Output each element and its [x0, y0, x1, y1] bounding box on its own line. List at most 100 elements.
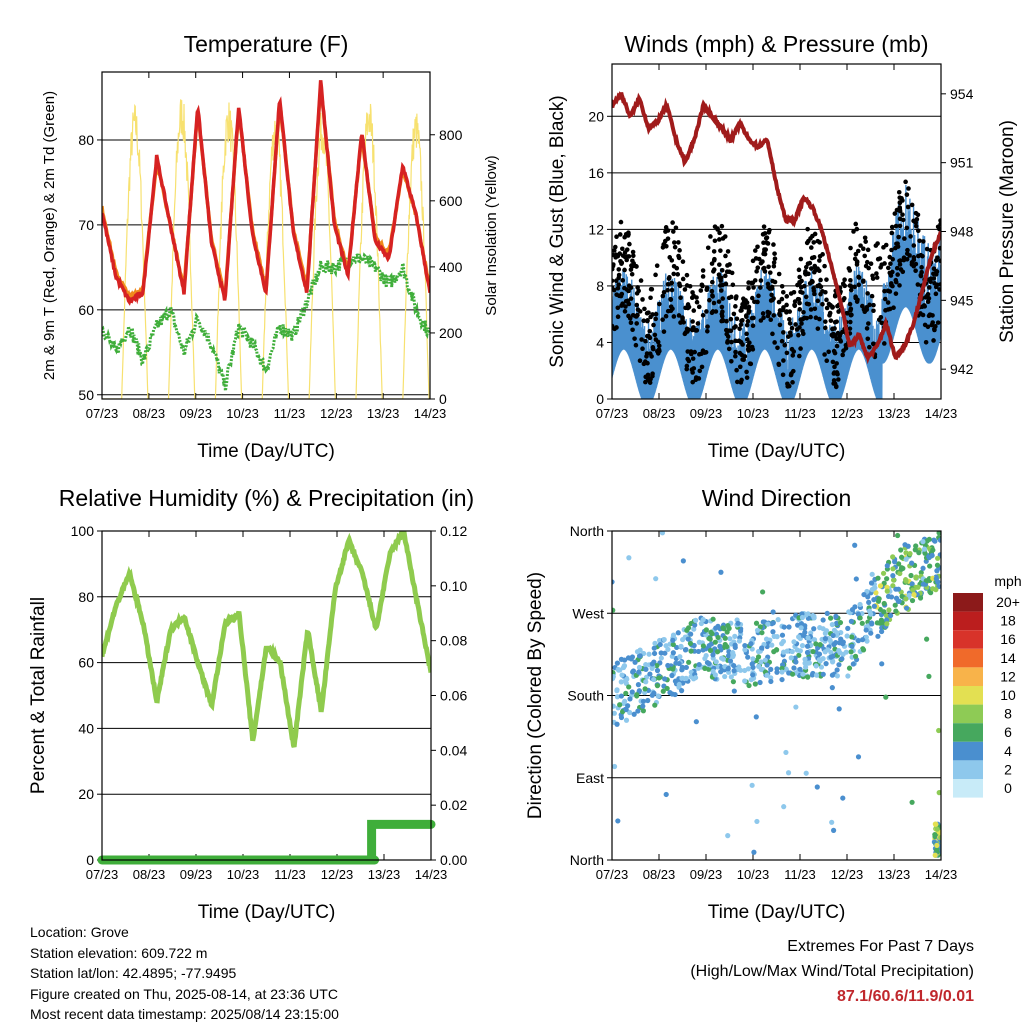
- gust-point: [842, 283, 848, 289]
- legend-label: 10: [1000, 687, 1016, 703]
- gust-point: [925, 291, 931, 297]
- gust-point: [815, 326, 821, 331]
- gust-point: [798, 256, 804, 262]
- direction-point: [838, 636, 844, 642]
- gust-point: [822, 325, 828, 331]
- gust-point: [915, 282, 921, 287]
- gust-point: [629, 271, 635, 277]
- gust-point: [852, 284, 857, 290]
- direction-point: [805, 674, 811, 680]
- direction-point: [779, 632, 786, 638]
- direction-point: [657, 637, 663, 644]
- direction-point: [873, 590, 879, 596]
- y-tick-label: 0: [86, 852, 94, 868]
- direction-point: [647, 671, 653, 677]
- gust-point: [691, 293, 696, 299]
- gust-point: [889, 224, 895, 230]
- gust-point: [675, 272, 681, 277]
- legend-swatch: [953, 593, 983, 612]
- direction-point: [813, 672, 820, 678]
- direction-point: [831, 827, 837, 833]
- direction-point: [692, 675, 699, 681]
- gust-point: [734, 316, 740, 322]
- gust-point: [639, 337, 644, 342]
- y-axis-label: Direction (Colored By Speed): [525, 572, 546, 819]
- gust-point: [623, 304, 628, 309]
- y-right-tick-label: 0.00: [440, 852, 467, 868]
- direction-point: [820, 617, 826, 623]
- gust-point: [824, 277, 829, 282]
- gust-point: [746, 308, 752, 314]
- x-tick-label: 14/23: [925, 406, 958, 421]
- gust-point: [847, 326, 853, 331]
- gust-point: [834, 336, 839, 342]
- direction-point: [752, 681, 758, 687]
- direction-point: [871, 603, 877, 609]
- direction-point: [785, 770, 792, 776]
- gust-point: [719, 318, 724, 324]
- gust-point: [631, 253, 636, 259]
- gust-point: [749, 280, 754, 286]
- gust-point: [744, 314, 749, 320]
- direction-point: [822, 649, 828, 655]
- y-right-tick-label: 945: [950, 292, 974, 308]
- direction-point: [768, 675, 774, 681]
- direction-point: [879, 628, 885, 635]
- direction-point: [805, 635, 811, 641]
- location-text: Location: Grove: [30, 924, 129, 940]
- gust-point: [785, 334, 791, 339]
- gust-point: [734, 294, 739, 299]
- direction-point: [843, 649, 849, 655]
- direction-point: [677, 654, 683, 660]
- y-tick-label: 20: [78, 786, 94, 802]
- gust-point: [619, 261, 624, 266]
- direction-point: [903, 556, 909, 562]
- direction-point: [834, 629, 840, 636]
- gust-point: [848, 245, 853, 251]
- gust-point: [733, 353, 738, 359]
- gust-point: [926, 285, 932, 290]
- gust-point: [720, 309, 725, 315]
- gust-point: [800, 290, 805, 295]
- direction-point: [645, 697, 651, 704]
- gust-point: [768, 317, 774, 323]
- gust-point: [881, 245, 886, 250]
- gust-point: [775, 345, 780, 351]
- direction-point: [738, 628, 744, 634]
- direction-point: [660, 688, 666, 694]
- gust-point: [905, 204, 911, 210]
- gust-point: [761, 315, 766, 321]
- gust-point: [655, 339, 661, 345]
- direction-point: [779, 669, 785, 675]
- gust-point: [796, 296, 802, 302]
- legend-swatch: [953, 686, 983, 705]
- y-axis-label: Percent & Total Rainfall: [28, 597, 49, 794]
- direction-point: [816, 657, 822, 663]
- gust-point: [766, 264, 771, 270]
- gust-point: [745, 318, 751, 324]
- gust-point: [937, 245, 941, 251]
- gust-point: [685, 329, 690, 334]
- data-layer: [612, 531, 941, 858]
- direction-point: [830, 632, 836, 639]
- gust-point: [824, 305, 830, 311]
- gust-point: [897, 205, 903, 210]
- gust-point: [779, 296, 785, 302]
- gust-point: [790, 380, 795, 385]
- direction-point: [684, 627, 690, 633]
- direction-point: [881, 609, 887, 615]
- gust-point: [744, 375, 750, 380]
- x-tick-label: 07/23: [86, 406, 119, 421]
- x-tick-label: 10/23: [226, 406, 259, 421]
- gust-point: [661, 329, 667, 334]
- chart-title: Relative Humidity (%) & Precipitation (i…: [59, 485, 474, 511]
- gust-point: [813, 315, 819, 320]
- gust-point: [871, 302, 876, 308]
- gust-point: [807, 281, 813, 286]
- direction-point: [885, 593, 892, 599]
- direction-point: [909, 597, 916, 604]
- direction-point: [771, 633, 777, 639]
- gust-point: [673, 225, 679, 231]
- gust-point: [817, 316, 822, 322]
- y-tick-label: 60: [78, 655, 94, 671]
